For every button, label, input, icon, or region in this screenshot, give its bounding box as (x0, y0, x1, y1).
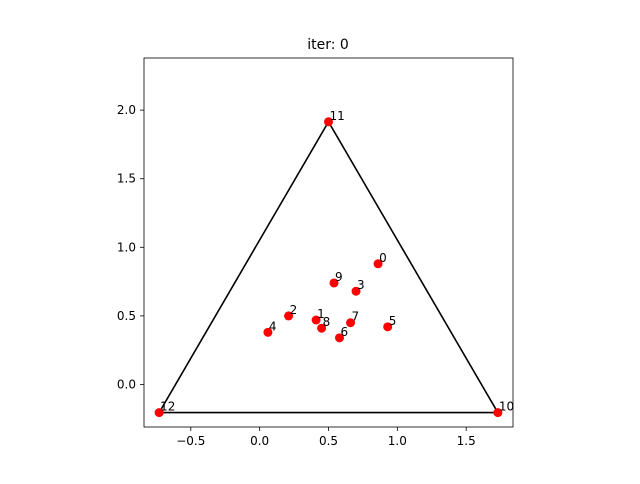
x-tick-label: 1.5 (457, 434, 476, 448)
data-point-0 (373, 259, 383, 269)
data-point-2 (284, 311, 294, 321)
point-label-1: 1 (317, 307, 325, 321)
data-point-3 (351, 286, 361, 296)
point-label-12: 12 (160, 400, 175, 414)
plot-frame (143, 57, 514, 428)
point-label-6: 6 (341, 325, 349, 339)
y-tick-label: 0.5 (117, 309, 136, 323)
x-tick-label: 0.0 (250, 434, 269, 448)
data-point-9 (329, 278, 339, 288)
y-axis: 0.0 0.5 1.0 1.5 2.0 (117, 103, 144, 391)
point-label-3: 3 (357, 278, 365, 292)
chart-title: iter: 0 (307, 37, 349, 53)
data-point-5 (383, 322, 393, 332)
x-tick-label: 1.0 (388, 434, 407, 448)
data-point-11 (324, 117, 333, 127)
x-tick-label: −0.5 (176, 434, 205, 448)
point-label-4: 4 (269, 319, 277, 333)
triangle-boundary (157, 120, 500, 414)
points-layer (154, 117, 503, 418)
triangle-layer (157, 120, 500, 414)
data-point-10 (493, 408, 503, 418)
point-label-11: 11 (330, 109, 345, 123)
y-tick-label: 1.0 (117, 240, 136, 254)
point-label-9: 9 (335, 270, 343, 284)
point-label-8: 8 (323, 315, 331, 329)
point-label-5: 5 (389, 314, 397, 328)
point-label-10: 10 (499, 400, 514, 414)
point-label-0: 0 (379, 251, 387, 265)
y-tick-label: 1.5 (117, 172, 136, 186)
x-tick-label: 0.5 (319, 434, 338, 448)
data-point-1 (311, 315, 321, 325)
data-point-7 (346, 318, 356, 328)
point-label-2: 2 (290, 303, 298, 317)
x-axis: −0.5 0.0 0.5 1.0 1.5 (176, 427, 476, 448)
data-point-12 (154, 408, 164, 418)
y-tick-label: 2.0 (117, 103, 136, 117)
y-tick-label: 0.0 (117, 377, 136, 391)
point-label-7: 7 (352, 310, 360, 324)
data-point-8 (317, 323, 327, 333)
data-point-4 (263, 327, 273, 337)
data-point-6 (335, 333, 345, 343)
